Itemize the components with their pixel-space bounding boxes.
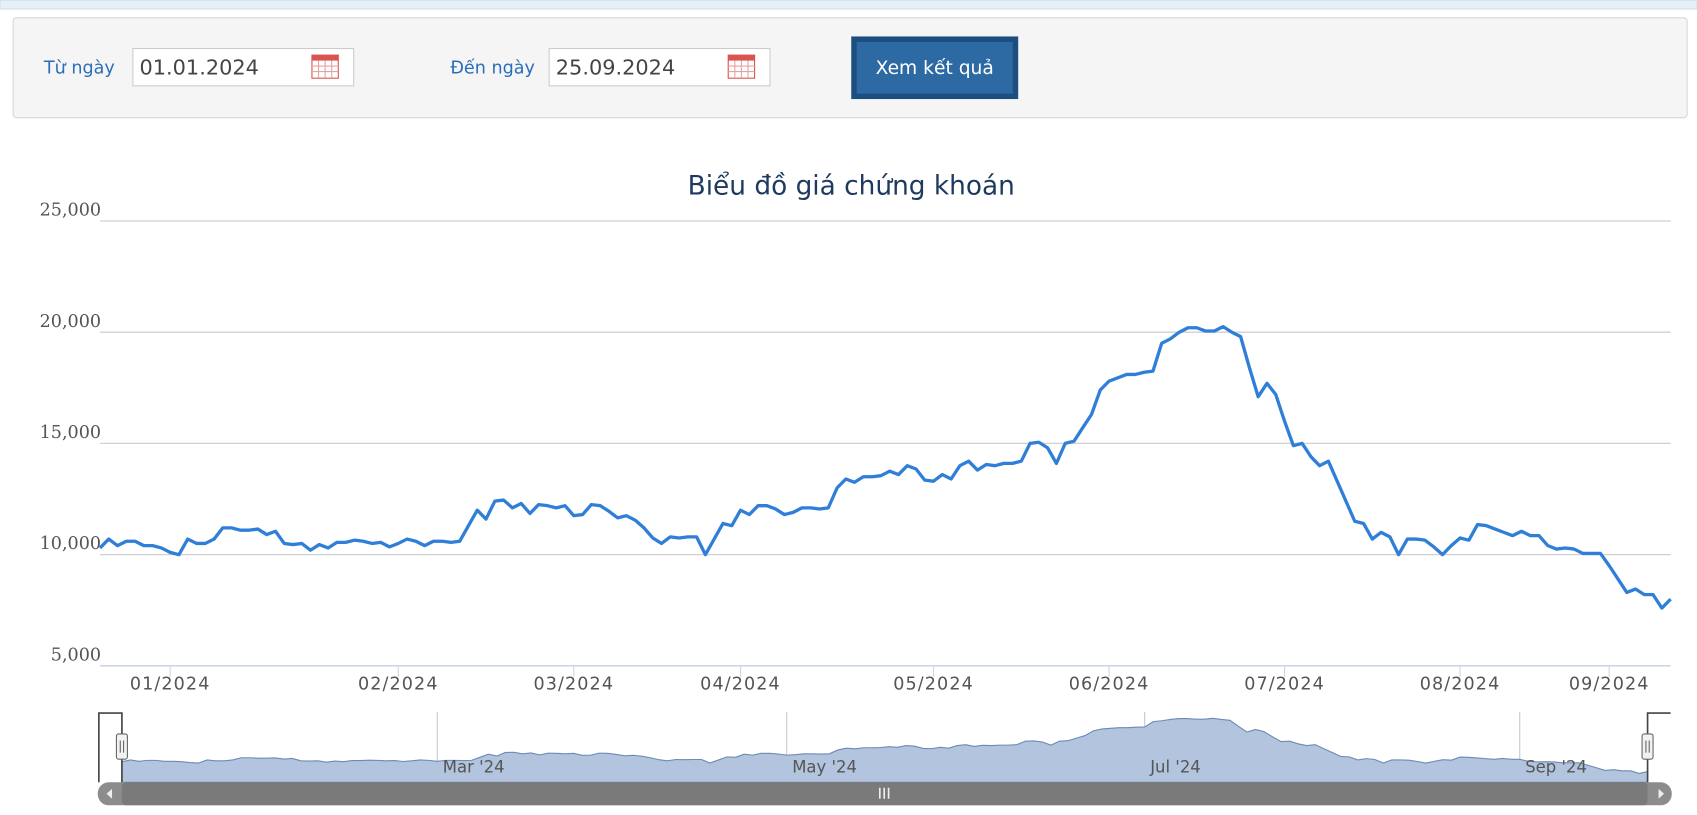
x-tick-label: 05/2024 [893, 674, 974, 694]
navigator-handle[interactable] [1641, 733, 1654, 760]
navigator-handle[interactable] [115, 733, 128, 760]
scroll-left-arrow[interactable] [106, 788, 113, 799]
x-tick-label: 06/2024 [1069, 674, 1150, 694]
handle-grip [119, 740, 125, 753]
y-tick-label: 15,000 [40, 423, 101, 443]
x-tick-label: 03/2024 [533, 674, 614, 694]
y-tick-label: 20,000 [40, 312, 101, 332]
price-line [98, 324, 1672, 610]
top-strip [0, 0, 1697, 10]
x-tick-label: 04/2024 [700, 674, 781, 694]
from-label: Từ ngày [43, 58, 115, 78]
navigator-label: May '24 [792, 757, 857, 776]
filter-panel [12, 17, 1688, 119]
x-tick-label: 08/2024 [1420, 674, 1501, 694]
x-tick-label: 09/2024 [1569, 674, 1650, 694]
navigator-label: Sep '24 [1525, 757, 1587, 776]
y-tick-label: 5,000 [51, 645, 101, 665]
navigator-label: Mar '24 [443, 757, 505, 776]
y-tick-label: 10,000 [40, 534, 101, 554]
x-tick-label: 02/2024 [358, 674, 439, 694]
to-label: Đến ngày [450, 57, 535, 78]
x-tick-label: 07/2024 [1244, 674, 1325, 694]
chart-title: Biểu đồ giá chứng khoán [688, 170, 1015, 201]
handle-grip [1645, 740, 1650, 753]
x-tick-label: 01/2024 [130, 674, 211, 694]
to-value: 25.09.2024 [556, 55, 675, 79]
calendar-icon[interactable] [311, 54, 339, 79]
navigator-area [121, 717, 1649, 783]
scrollbar-grip [878, 787, 890, 799]
scroll-right-arrow[interactable] [1658, 788, 1665, 799]
y-tick-label: 25,000 [40, 201, 101, 221]
from-value: 01.01.2024 [139, 55, 258, 79]
submit-label: Xem kết quả [876, 57, 994, 79]
navigator-label: Jul '24 [1149, 757, 1201, 776]
submit-button-face [856, 41, 1013, 94]
calendar-icon[interactable] [727, 54, 756, 79]
